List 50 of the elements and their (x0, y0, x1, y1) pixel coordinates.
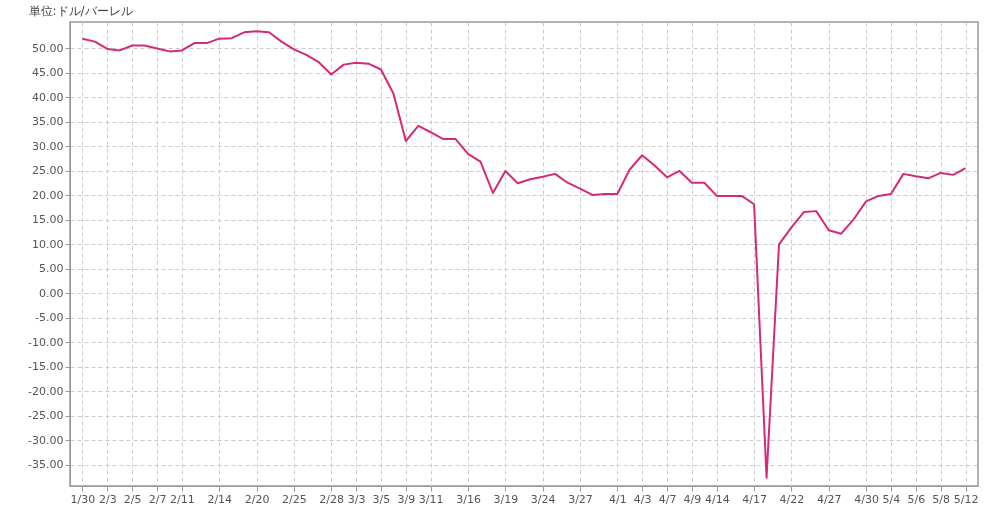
x-tick-label: 3/16 (456, 492, 481, 506)
x-tick-label: 2/28 (319, 492, 345, 506)
y-tick-label: 20.00 (32, 188, 64, 202)
x-tick-label: 3/11 (418, 492, 444, 506)
y-axis-title: 単位:ドル/バーレル (28, 3, 133, 18)
x-tick-label: 4/9 (683, 492, 702, 506)
x-tick-label: 3/5 (372, 492, 391, 506)
x-tick-label: 2/25 (282, 492, 307, 506)
y-tick-label: 40.00 (32, 90, 64, 104)
x-tick-label: 3/3 (347, 492, 366, 506)
y-tick-label: 10.00 (32, 237, 64, 251)
y-tick-label: 30.00 (32, 139, 64, 153)
y-tick-label: -5.00 (35, 311, 64, 325)
x-tick-label: 3/19 (493, 492, 519, 506)
x-tick-label: 4/3 (633, 492, 652, 506)
y-tick-label: 25.00 (32, 164, 64, 178)
x-tick-label: 5/8 (932, 492, 951, 506)
x-tick-label: 2/5 (123, 492, 142, 506)
y-tick-label: 5.00 (39, 262, 64, 276)
x-tick-label: 5/4 (882, 492, 901, 506)
x-tick-label: 2/20 (244, 492, 270, 506)
y-tick-label: 50.00 (32, 41, 64, 55)
x-tick-label: 4/17 (742, 492, 767, 506)
x-tick-label: 4/7 (658, 492, 677, 506)
x-tick-label: 4/22 (779, 492, 805, 506)
y-tick-label: -15.00 (28, 360, 64, 374)
x-tick-label: 3/27 (568, 492, 593, 506)
y-tick-label: 15.00 (32, 213, 64, 227)
x-tick-label: 1/30 (70, 492, 96, 506)
x-tick-label: 2/14 (207, 492, 233, 506)
y-tick-label: -25.00 (28, 409, 64, 423)
x-tick-label: 2/11 (170, 492, 195, 506)
y-tick-label: -35.00 (28, 458, 64, 472)
y-tick-label: 45.00 (32, 66, 64, 80)
x-tick-label: 4/14 (704, 492, 730, 506)
x-tick-label: 4/30 (854, 492, 879, 506)
x-tick-label: 3/24 (530, 492, 556, 506)
x-tick-label: 4/1 (608, 492, 627, 506)
x-tick-label: 2/7 (148, 492, 167, 506)
line-series (81, 30, 967, 479)
x-tick-label: 5/6 (907, 492, 926, 506)
y-tick-label: -20.00 (28, 384, 64, 398)
y-tick-label: -30.00 (28, 433, 64, 447)
x-tick-label: 2/3 (98, 492, 117, 506)
y-tick-label: 0.00 (39, 286, 64, 300)
x-tick-label: 3/9 (397, 492, 416, 506)
x-tick-label: 4/27 (816, 492, 842, 506)
y-tick-label: -10.00 (28, 335, 64, 349)
y-tick-label: 35.00 (32, 115, 64, 129)
x-tick-label: 5/12 (953, 492, 979, 506)
